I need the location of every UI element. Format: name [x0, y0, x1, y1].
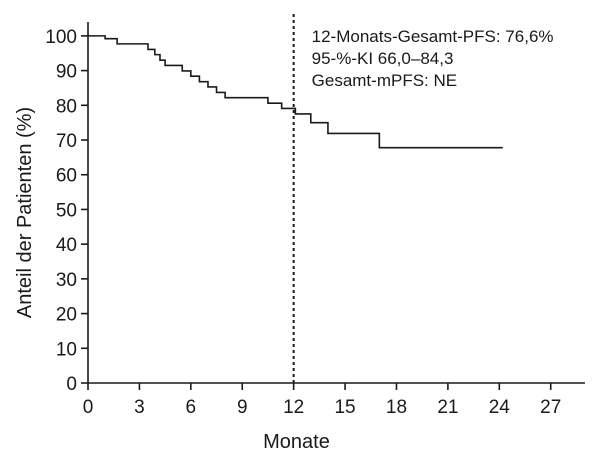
y-axis-title: Anteil der Patienten (%) — [14, 107, 36, 318]
annotation-median-pfs: Gesamt-mPFS: NE — [312, 71, 457, 90]
y-tick-label: 80 — [56, 96, 77, 117]
y-tick-label: 70 — [56, 131, 77, 152]
y-tick-label: 0 — [66, 374, 77, 395]
annotation-confidence-interval: 95-%-KI 66,0–84,3 — [312, 49, 454, 68]
y-tick-label: 100 — [45, 27, 77, 48]
x-tick-label: 18 — [386, 397, 407, 418]
x-tick-label: 21 — [437, 397, 458, 418]
annotation-12-month-pfs: 12-Monats-Gesamt-PFS: 76,6% — [312, 27, 554, 46]
x-tick-label: 27 — [540, 397, 561, 418]
x-tick-label: 15 — [334, 397, 355, 418]
y-tick-label: 60 — [56, 166, 77, 187]
x-tick-label: 0 — [83, 397, 94, 418]
y-tick-label: 40 — [56, 235, 77, 256]
y-tick-label: 90 — [56, 62, 77, 83]
x-tick-label: 9 — [237, 397, 248, 418]
y-tick-label: 30 — [56, 270, 77, 291]
y-axis-ticks: 0 10 20 30 40 50 60 70 80 90 100 — [45, 27, 88, 395]
y-tick-label: 50 — [56, 200, 77, 221]
x-tick-label: 12 — [283, 397, 304, 418]
x-axis-ticks: 0 3 6 9 12 15 18 21 24 27 — [83, 383, 561, 418]
x-tick-label: 6 — [186, 397, 197, 418]
x-tick-label: 3 — [134, 397, 145, 418]
x-tick-label: 24 — [489, 397, 511, 418]
x-axis-title: Monate — [263, 431, 330, 453]
survival-curve — [88, 35, 503, 149]
y-tick-label: 10 — [56, 339, 77, 360]
y-tick-label: 20 — [56, 305, 77, 326]
